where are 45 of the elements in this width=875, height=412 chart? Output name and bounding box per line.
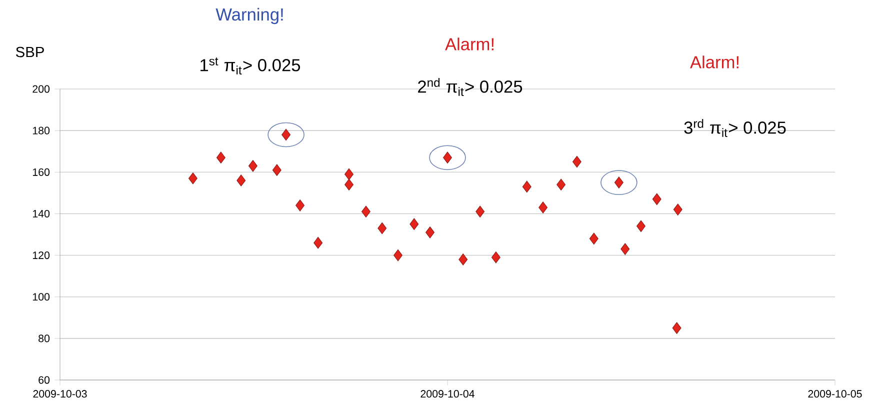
point [476,206,485,218]
point [491,251,500,264]
point [344,178,354,190]
point [522,180,532,193]
point [672,322,682,334]
point [378,222,387,234]
point [620,243,630,255]
y-tick-label: 160 [32,168,50,176]
point [652,193,662,206]
y-tick-label: 80 [38,334,50,342]
y-tick-label: 180 [32,126,50,134]
y-tick-label: 100 [32,293,50,301]
point [216,152,226,164]
point [296,200,305,212]
point [426,226,434,238]
y-tick-label: 120 [32,252,50,260]
text: 1$^{st}$ π$_{it}$> 0.025 [200,57,300,75]
point [572,156,582,168]
point [248,160,258,172]
point [362,206,370,218]
point [236,174,246,186]
y-tick-label: 60 [38,376,50,384]
point [344,168,354,180]
annotation: 3$^{rd}$ π$_{it}$> 0.025 [684,119,786,137]
point [272,164,282,176]
x-tick-label: 2009-10-03 [33,390,87,398]
text: Alarm! [445,38,494,50]
y-tick-label: 200 [32,85,50,93]
text: Alarm! [690,56,738,68]
point [410,218,419,230]
text: Warning! [216,8,283,24]
point [538,202,548,214]
point [394,249,402,262]
y-axis-title: SBP [16,46,44,58]
point [589,232,598,245]
x-tick-label: 2009-10-05 [808,390,862,398]
point [314,236,323,249]
x-tick-label: 2009-10-04 [420,390,474,398]
point [458,254,468,266]
point [636,220,646,232]
annotation: 2$^{nd}$ π$_{it}$> 0.025 [418,78,522,96]
y-tick-label: 140 [32,210,50,218]
point [556,178,566,190]
point [188,172,198,184]
point [673,204,682,216]
